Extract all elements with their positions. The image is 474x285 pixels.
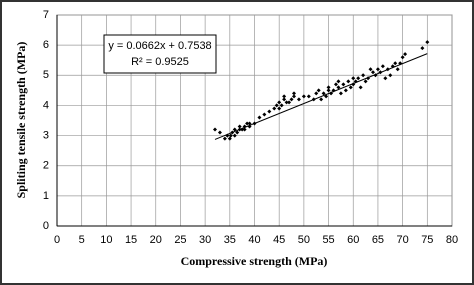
- equation-box: [103, 34, 217, 74]
- point: [338, 91, 343, 96]
- point: [227, 136, 232, 141]
- point: [272, 106, 277, 111]
- point: [274, 103, 279, 108]
- point: [228, 133, 233, 138]
- point: [287, 100, 292, 105]
- point: [242, 127, 247, 132]
- x-tick-label: 35: [224, 234, 236, 246]
- point: [346, 79, 351, 84]
- x-tick-label: 45: [273, 234, 285, 246]
- point: [277, 106, 282, 111]
- x-tick-label: 70: [397, 234, 409, 246]
- x-tick-label: 30: [199, 234, 211, 246]
- x-tick-label: 0: [54, 234, 60, 246]
- point: [282, 97, 287, 102]
- y-tick-label: 5: [43, 69, 49, 81]
- point: [341, 82, 346, 87]
- point: [368, 67, 373, 72]
- point: [301, 94, 306, 99]
- x-tick-label: 50: [298, 234, 310, 246]
- y-tick-label: 2: [43, 160, 49, 172]
- x-tick-label: 55: [322, 234, 334, 246]
- x-tick-label: 40: [248, 234, 260, 246]
- point: [257, 115, 262, 120]
- point: [262, 112, 267, 117]
- point: [213, 127, 217, 132]
- point: [393, 61, 398, 66]
- point: [400, 55, 405, 60]
- point: [371, 70, 375, 75]
- point: [388, 73, 393, 78]
- point: [420, 46, 425, 51]
- point: [292, 91, 296, 96]
- point: [336, 85, 341, 90]
- y-tick-label: 0: [43, 220, 49, 232]
- point: [319, 97, 324, 102]
- y-tick-label: 3: [43, 129, 49, 141]
- point: [326, 88, 331, 93]
- point: [361, 73, 366, 78]
- y-tick-label: 6: [43, 39, 49, 51]
- point: [363, 79, 368, 84]
- point: [336, 79, 341, 84]
- point: [237, 124, 242, 129]
- trendline-equation: y = 0.0662x + 0.7538: [108, 40, 211, 52]
- point: [321, 91, 326, 96]
- x-tick-label: 25: [174, 234, 186, 246]
- point: [380, 64, 385, 69]
- point: [222, 136, 227, 141]
- point: [333, 82, 338, 87]
- x-tick-label: 5: [79, 234, 85, 246]
- point: [358, 85, 363, 90]
- point: [279, 103, 284, 108]
- point: [343, 88, 348, 93]
- r-squared: R² = 0.9525: [131, 56, 189, 68]
- point: [245, 121, 250, 126]
- point: [351, 76, 356, 81]
- point: [348, 85, 353, 90]
- trendline: [214, 53, 428, 140]
- point: [235, 130, 240, 135]
- y-axis-title: Spliting tensile strength (MPa): [14, 42, 28, 199]
- x-tick-label: 15: [125, 234, 137, 246]
- point: [383, 76, 388, 81]
- point: [395, 67, 400, 72]
- x-tick-label: 60: [347, 234, 359, 246]
- y-tick-label: 7: [43, 9, 49, 21]
- x-tick-label: 10: [100, 234, 112, 246]
- point: [296, 97, 301, 102]
- x-tick-label: 80: [446, 234, 458, 246]
- point: [284, 100, 289, 105]
- y-tick-label: 4: [43, 99, 49, 111]
- point: [326, 85, 331, 90]
- x-tick-label: 75: [421, 234, 433, 246]
- point: [403, 52, 408, 57]
- point: [267, 109, 272, 114]
- point: [375, 67, 380, 72]
- point: [282, 94, 287, 99]
- point: [316, 88, 321, 93]
- point: [425, 40, 430, 45]
- point: [217, 130, 222, 135]
- x-tick-label: 20: [150, 234, 162, 246]
- x-tick-label: 65: [372, 234, 384, 246]
- y-tick-label: 1: [43, 190, 49, 202]
- point: [289, 97, 294, 102]
- x-axis-title: Compressive strength (MPa): [181, 254, 328, 268]
- point: [306, 94, 311, 99]
- point: [314, 91, 319, 96]
- point: [277, 100, 282, 105]
- point: [356, 76, 361, 81]
- point: [232, 133, 237, 138]
- point: [292, 94, 296, 99]
